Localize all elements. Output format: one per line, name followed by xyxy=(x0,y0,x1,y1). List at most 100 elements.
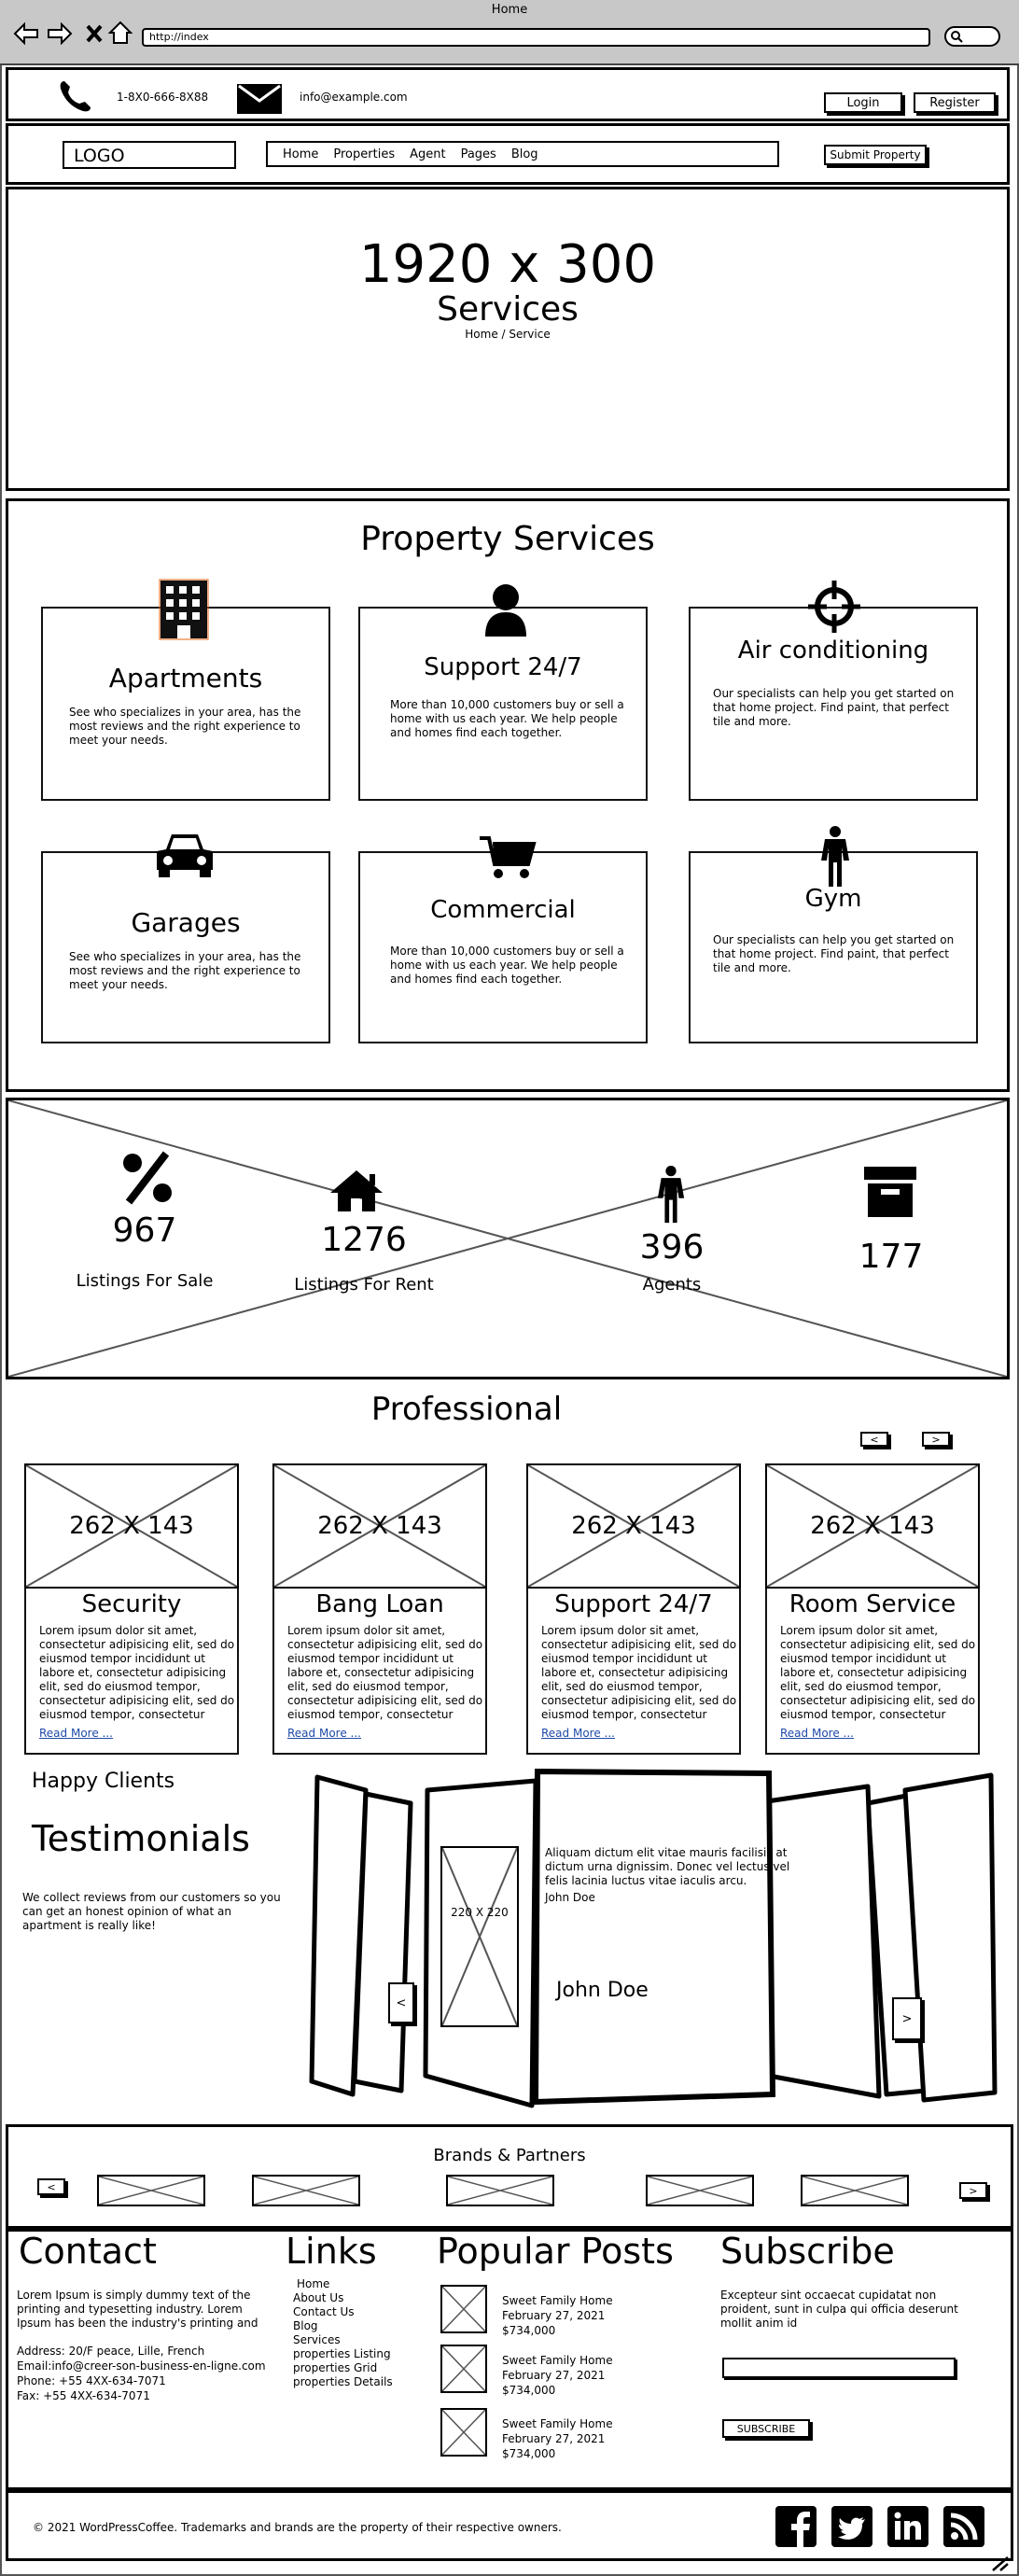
main-navbar: LOGO Home Properties Agent Pages Blog Su… xyxy=(6,123,1010,185)
professional-prev-button[interactable]: < xyxy=(860,1432,888,1447)
footer-email[interactable]: Email:info@creer-son-business-en-ligne.c… xyxy=(17,2359,266,2373)
professional-card-text: Lorem ipsum dolor sit amet, consectetur … xyxy=(780,1624,976,1721)
footer-link[interactable]: Services xyxy=(293,2333,341,2346)
register-button[interactable]: Register xyxy=(914,92,996,113)
login-button[interactable]: Login xyxy=(824,92,902,113)
breadcrumb[interactable]: Home / Service xyxy=(465,328,551,341)
footer-links-list: Home About Us Contact Us Blog Services proper… xyxy=(293,2277,433,2389)
close-icon[interactable] xyxy=(86,24,103,43)
image-placeholder-icon xyxy=(767,1465,978,1587)
post-thumbnail-placeholder[interactable] xyxy=(440,2408,487,2457)
twitter-icon[interactable] xyxy=(831,2506,872,2547)
service-title: Apartments xyxy=(108,663,263,693)
hero-title: Services xyxy=(437,290,579,329)
service-text: See who specializes in your area, has th… xyxy=(69,950,301,991)
stat-label: Agents xyxy=(642,1275,702,1295)
brands-prev-button[interactable]: < xyxy=(37,2178,65,2195)
post-title[interactable]: Sweet Family Home xyxy=(502,2417,613,2430)
image-placeholder-icon xyxy=(442,2410,485,2455)
search-box[interactable] xyxy=(944,26,1000,47)
testimonial-prev-button[interactable]: < xyxy=(388,1982,414,2023)
footer-link[interactable]: About Us xyxy=(293,2291,344,2304)
footer-link[interactable]: Home xyxy=(297,2277,330,2290)
linkedin-icon[interactable] xyxy=(887,2506,928,2547)
footer-link[interactable]: properties Grid xyxy=(293,2361,378,2374)
testimonial-author: John Doe xyxy=(556,1979,649,2002)
read-more-link[interactable]: Read More ... xyxy=(780,1727,854,1740)
testimonial-next-button[interactable]: > xyxy=(892,1997,922,2040)
mail-icon xyxy=(237,84,282,114)
nav-item-properties[interactable]: Properties xyxy=(333,147,396,161)
post-title[interactable]: Sweet Family Home xyxy=(502,2294,613,2307)
card-image-placeholder: 262 X 143 xyxy=(765,1463,980,1589)
image-placeholder-icon xyxy=(528,1465,739,1587)
footer-address: Address: 20/F peace, Lille, French xyxy=(17,2345,205,2358)
cart-icon xyxy=(480,836,537,878)
brand-logo-placeholder[interactable] xyxy=(252,2175,360,2206)
service-text: More than 10,000 customers buy or sell a… xyxy=(390,698,624,739)
brand-logo-placeholder[interactable] xyxy=(801,2175,909,2206)
professional-card-title: Bang Loan xyxy=(315,1590,444,1618)
url-bar[interactable]: http://index xyxy=(142,28,930,47)
service-title: Commercial xyxy=(430,896,576,924)
testimonials-intro: We collect reviews from our customers so… xyxy=(22,1891,281,1932)
image-placeholder-icon xyxy=(442,2346,485,2391)
services-heading: Property Services xyxy=(360,520,655,558)
percent-icon xyxy=(123,1151,172,1205)
browser-titlebar: Home http://index xyxy=(0,0,1019,65)
image-placeholder-icon xyxy=(648,2177,752,2205)
footer-link[interactable]: Contact Us xyxy=(293,2305,355,2318)
read-more-link[interactable]: Read More ... xyxy=(39,1727,113,1740)
footer-link[interactable]: properties Details xyxy=(293,2375,393,2388)
footer-link[interactable]: Blog xyxy=(293,2319,318,2332)
home-icon[interactable] xyxy=(108,21,133,45)
person-icon xyxy=(657,1165,685,1224)
brands-next-button[interactable]: > xyxy=(959,2182,987,2199)
nav-item-home[interactable]: Home xyxy=(283,147,319,161)
read-more-link[interactable]: Read More ... xyxy=(541,1727,615,1740)
stats-background-placeholder xyxy=(8,1100,1007,1377)
forward-icon[interactable] xyxy=(47,22,73,45)
home-icon xyxy=(330,1170,383,1211)
professional-card-text: Lorem ipsum dolor sit amet, consectetur … xyxy=(287,1624,483,1721)
footer-link[interactable]: properties Listing xyxy=(293,2347,391,2360)
brand-logo-placeholder[interactable] xyxy=(446,2175,554,2206)
nav-item-agent[interactable]: Agent xyxy=(410,147,446,161)
subscribe-button[interactable]: SUBSCRIBE xyxy=(722,2419,810,2438)
professional-next-button[interactable]: > xyxy=(922,1432,950,1447)
read-more-link[interactable]: Read More ... xyxy=(287,1727,361,1740)
submit-property-button[interactable]: Submit Property xyxy=(824,145,927,165)
facebook-icon[interactable] xyxy=(775,2506,817,2547)
phone-number: 1-8X0-666-8X88 xyxy=(117,91,209,104)
car-icon xyxy=(157,834,213,877)
logo[interactable]: LOGO xyxy=(63,141,236,169)
service-card-air-conditioning[interactable] xyxy=(689,607,978,801)
testimonial-avatar-placeholder: 220 X 220 xyxy=(440,1846,519,2027)
post-date: February 27, 2021 xyxy=(502,2369,606,2382)
back-icon[interactable] xyxy=(13,22,39,45)
image-size-label: 262 X 143 xyxy=(810,1512,935,1540)
brand-logo-placeholder[interactable] xyxy=(97,2175,205,2206)
nav-item-blog[interactable]: Blog xyxy=(510,147,538,161)
rss-icon[interactable] xyxy=(943,2506,984,2547)
professional-card-text: Lorem ipsum dolor sit amet, consectetur … xyxy=(541,1624,737,1721)
resize-grip-icon[interactable] xyxy=(989,2554,1012,2572)
post-title[interactable]: Sweet Family Home xyxy=(502,2354,613,2367)
testimonial-quote: Aliquam dictum elit vitae mauris facilis… xyxy=(545,1846,790,1887)
service-text: See who specializes in your area, has th… xyxy=(69,706,301,747)
email-address: info@example.com xyxy=(300,91,408,104)
subscribe-email-input[interactable] xyxy=(722,2358,956,2378)
post-thumbnail-placeholder[interactable] xyxy=(440,2345,487,2393)
post-thumbnail-placeholder[interactable] xyxy=(440,2285,487,2333)
image-placeholder-icon xyxy=(254,2177,358,2205)
brand-logo-placeholder[interactable] xyxy=(646,2175,754,2206)
person-icon xyxy=(821,826,849,887)
nav-item-pages[interactable]: Pages xyxy=(460,147,496,161)
professional-heading: Professional xyxy=(370,1391,563,1428)
image-placeholder-icon xyxy=(803,2177,907,2205)
image-size-label: 220 X 220 xyxy=(451,1906,509,1919)
post-price: $734,000 xyxy=(502,2384,556,2397)
service-card-garages[interactable] xyxy=(41,851,330,1043)
building-icon xyxy=(159,579,209,640)
service-text: Our specialists can help you get started… xyxy=(713,933,955,974)
